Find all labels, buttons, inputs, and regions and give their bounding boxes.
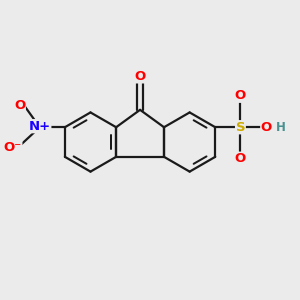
Text: N+: N+: [29, 120, 51, 133]
Text: O⁻: O⁻: [4, 141, 22, 154]
Text: O: O: [261, 121, 272, 134]
Text: H: H: [275, 121, 285, 134]
Text: O: O: [235, 152, 246, 165]
Text: O: O: [235, 89, 246, 102]
Text: O: O: [14, 99, 25, 112]
Text: S: S: [236, 121, 245, 134]
Text: O: O: [134, 70, 146, 83]
